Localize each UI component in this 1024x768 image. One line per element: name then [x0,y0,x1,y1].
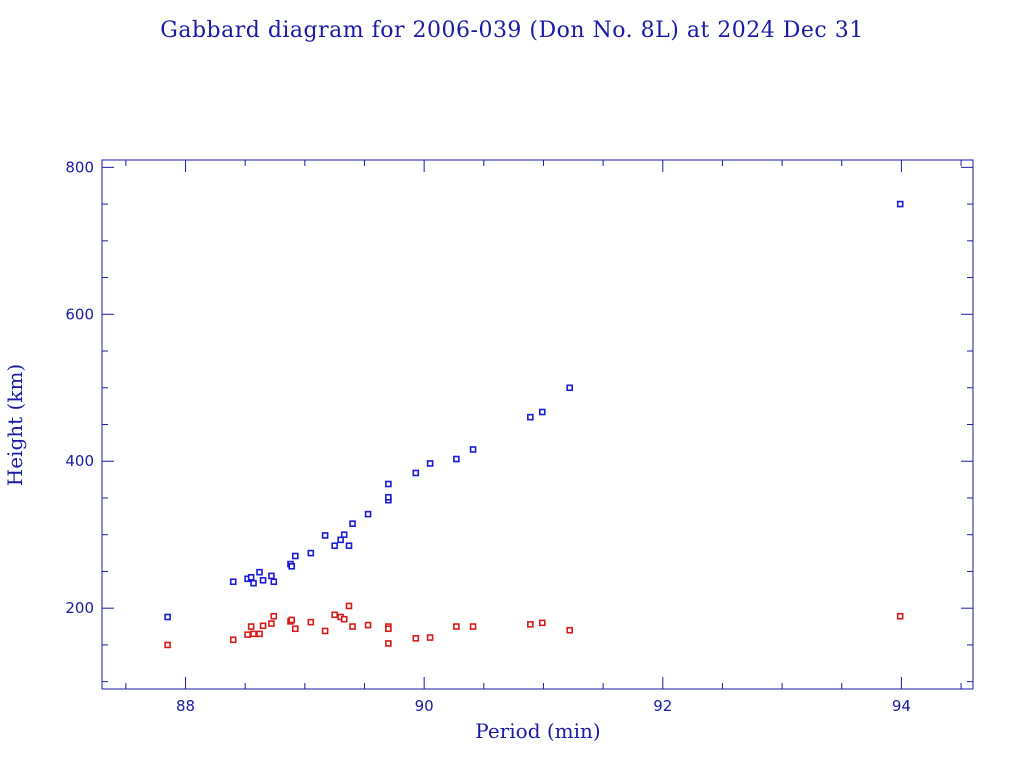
apogee-point [337,536,344,544]
y-tick-labels: 200 400 600 800 [65,158,94,617]
apogee-point [229,578,237,586]
perigee-point [469,623,477,630]
apogee-point [247,574,255,581]
apogee-point [345,542,353,550]
perigee-point [244,631,251,638]
data-points [164,200,904,649]
apogee-point [250,579,257,587]
perigee-point [538,619,546,627]
apogee-point [340,531,348,539]
perigee-point [256,630,263,638]
apogee-point [469,446,477,453]
apogee-point [566,384,574,392]
x-axis-label: Period (min) [475,719,600,743]
perigee-point [288,616,296,624]
plot-frame [101,159,974,690]
apogee-point [288,563,296,570]
apogee-point [896,200,904,208]
perigee-point [453,623,460,630]
perigee-point [250,630,257,638]
perigee-point [349,623,356,630]
axis-ticks [102,160,973,689]
apogee-point [538,408,546,416]
perigee-point [229,636,237,644]
apogee-point [364,510,372,518]
perigee-point [164,641,171,649]
apogee-point [164,613,171,621]
apogee-point [426,460,434,467]
apogee-point [385,480,392,488]
apogee-point [256,568,263,576]
apogee-point [453,455,460,463]
x-tick-label: 94 [892,697,911,715]
chart-title: Gabbard diagram for 2006-039 (Don No. 8L… [160,18,863,43]
apogee-point [385,493,392,501]
perigee-point [321,627,329,635]
perigee-point [385,640,392,647]
perigee-point [340,615,348,623]
apogee-point [321,532,329,539]
perigee-point [412,635,420,642]
y-tick-label: 200 [65,599,94,617]
perigee-point [896,612,904,620]
apogee-point [331,542,338,550]
apogee-point [291,552,299,560]
apogee-point [349,520,356,527]
perigee-point [270,612,278,620]
perigee-point [268,620,275,627]
perigee-point [247,623,255,630]
perigee-point [307,618,315,626]
apogee-point [268,572,275,580]
apogee-point [270,578,278,586]
perigee-point [291,625,299,633]
x-tick-label: 92 [653,697,672,715]
x-tick-label: 90 [415,697,434,715]
perigee-point [385,625,392,633]
perigee-point [566,626,574,634]
x-tick-label: 88 [176,697,195,715]
apogee-point [527,413,534,421]
perigee-point [331,611,338,619]
y-tick-label: 400 [65,452,94,470]
y-tick-label: 600 [65,305,94,323]
perigee-point [364,621,372,629]
apogee-point [307,549,315,557]
perigee-point [527,621,534,628]
perigee-point [345,602,353,610]
perigee-point [426,634,434,641]
y-tick-label: 800 [65,158,94,176]
perigee-point [259,622,267,630]
apogee-point [259,576,267,584]
x-tick-labels: 88 90 92 94 [176,697,911,715]
apogee-point [412,469,420,477]
y-axis-label: Height (km) [3,364,27,486]
